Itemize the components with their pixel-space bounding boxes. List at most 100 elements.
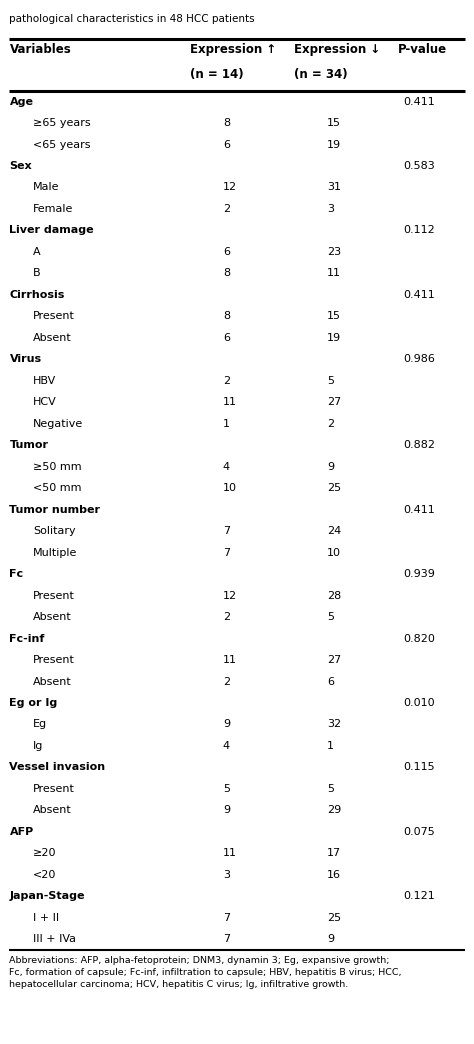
Text: Tumor number: Tumor number xyxy=(9,504,100,515)
Text: 0.075: 0.075 xyxy=(403,827,435,837)
Text: 11: 11 xyxy=(327,268,341,279)
Text: 4: 4 xyxy=(223,461,230,472)
Text: 8: 8 xyxy=(223,268,230,279)
Text: 0.121: 0.121 xyxy=(403,892,435,901)
Text: Present: Present xyxy=(33,591,75,600)
Text: 28: 28 xyxy=(327,591,341,600)
Text: P-value: P-value xyxy=(398,43,447,55)
Text: 7: 7 xyxy=(223,526,230,537)
Text: Japan-Stage: Japan-Stage xyxy=(9,892,85,901)
Text: 1: 1 xyxy=(327,741,334,751)
Text: 8: 8 xyxy=(223,311,230,322)
Text: ≥65 years: ≥65 years xyxy=(33,118,91,128)
Text: Present: Present xyxy=(33,655,75,665)
Text: 15: 15 xyxy=(327,118,341,128)
Text: 25: 25 xyxy=(327,912,341,923)
Text: Absent: Absent xyxy=(33,805,72,815)
Text: 7: 7 xyxy=(223,934,230,945)
Text: HBV: HBV xyxy=(33,376,56,386)
Text: 19: 19 xyxy=(327,140,341,149)
Text: Abbreviations: AFP, alpha-fetoprotein; DNM3, dynamin 3; Eg, expansive growth;
Fc: Abbreviations: AFP, alpha-fetoprotein; D… xyxy=(9,956,402,989)
Text: 10: 10 xyxy=(223,483,237,493)
Text: Expression ↑: Expression ↑ xyxy=(190,43,276,55)
Text: B: B xyxy=(33,268,41,279)
Text: 11: 11 xyxy=(223,849,237,858)
Text: 0.583: 0.583 xyxy=(403,161,435,171)
Text: Male: Male xyxy=(33,183,60,192)
Text: Tumor: Tumor xyxy=(9,441,48,450)
Text: 1: 1 xyxy=(223,419,230,429)
Text: Eg or Ig: Eg or Ig xyxy=(9,698,58,708)
Text: 0.939: 0.939 xyxy=(403,569,435,579)
Text: 32: 32 xyxy=(327,719,341,730)
Text: 4: 4 xyxy=(223,741,230,751)
Text: Negative: Negative xyxy=(33,419,83,429)
Text: 2: 2 xyxy=(327,419,334,429)
Text: Female: Female xyxy=(33,204,73,214)
Text: 12: 12 xyxy=(223,183,237,192)
Text: 9: 9 xyxy=(327,461,334,472)
Text: <65 years: <65 years xyxy=(33,140,91,149)
Text: I + II: I + II xyxy=(33,912,59,923)
Text: <20: <20 xyxy=(33,870,56,880)
Text: 3: 3 xyxy=(223,870,230,880)
Text: Age: Age xyxy=(9,96,34,106)
Text: pathological characteristics in 48 HCC patients: pathological characteristics in 48 HCC p… xyxy=(9,14,255,24)
Text: 5: 5 xyxy=(327,376,334,386)
Text: Liver damage: Liver damage xyxy=(9,226,94,236)
Text: Eg: Eg xyxy=(33,719,47,730)
Text: 27: 27 xyxy=(327,398,341,407)
Text: (n = 34): (n = 34) xyxy=(294,68,347,80)
Text: 5: 5 xyxy=(327,784,334,793)
Text: Vessel invasion: Vessel invasion xyxy=(9,762,106,773)
Text: 12: 12 xyxy=(223,591,237,600)
Text: 2: 2 xyxy=(223,376,230,386)
Text: 17: 17 xyxy=(327,849,341,858)
Text: 0.411: 0.411 xyxy=(403,290,435,300)
Text: HCV: HCV xyxy=(33,398,57,407)
Text: 8: 8 xyxy=(223,118,230,128)
Text: 0.986: 0.986 xyxy=(403,354,435,364)
Text: 11: 11 xyxy=(223,398,237,407)
Text: 24: 24 xyxy=(327,526,341,537)
Text: 5: 5 xyxy=(327,612,334,622)
Text: Variables: Variables xyxy=(9,43,71,55)
Text: 16: 16 xyxy=(327,870,341,880)
Text: 2: 2 xyxy=(223,204,230,214)
Text: 0.010: 0.010 xyxy=(403,698,435,708)
Text: 0.411: 0.411 xyxy=(403,96,435,106)
Text: 0.820: 0.820 xyxy=(403,634,435,643)
Text: 2: 2 xyxy=(223,677,230,687)
Text: 25: 25 xyxy=(327,483,341,493)
Text: Multiple: Multiple xyxy=(33,548,78,557)
Text: 9: 9 xyxy=(223,719,230,730)
Text: Cirrhosis: Cirrhosis xyxy=(9,290,65,300)
Text: 6: 6 xyxy=(223,140,230,149)
Text: Fc: Fc xyxy=(9,569,24,579)
Text: 9: 9 xyxy=(327,934,334,945)
Text: 6: 6 xyxy=(223,333,230,342)
Text: 29: 29 xyxy=(327,805,341,815)
Text: Expression ↓: Expression ↓ xyxy=(294,43,380,55)
Text: 3: 3 xyxy=(327,204,334,214)
Text: Absent: Absent xyxy=(33,612,72,622)
Text: 5: 5 xyxy=(223,784,230,793)
Text: 2: 2 xyxy=(223,612,230,622)
Text: 0.112: 0.112 xyxy=(403,226,435,236)
Text: Present: Present xyxy=(33,784,75,793)
Text: ≥20: ≥20 xyxy=(33,849,57,858)
Text: A: A xyxy=(33,247,41,257)
Text: ≥50 mm: ≥50 mm xyxy=(33,461,82,472)
Text: Solitary: Solitary xyxy=(33,526,76,537)
Text: Present: Present xyxy=(33,311,75,322)
Text: Absent: Absent xyxy=(33,333,72,342)
Text: (n = 14): (n = 14) xyxy=(190,68,243,80)
Text: AFP: AFP xyxy=(9,827,34,837)
Text: Sex: Sex xyxy=(9,161,32,171)
Text: 0.115: 0.115 xyxy=(403,762,435,773)
Text: 9: 9 xyxy=(223,805,230,815)
Text: Fc-inf: Fc-inf xyxy=(9,634,45,643)
Text: III + IVa: III + IVa xyxy=(33,934,76,945)
Text: 6: 6 xyxy=(223,247,230,257)
Text: 15: 15 xyxy=(327,311,341,322)
